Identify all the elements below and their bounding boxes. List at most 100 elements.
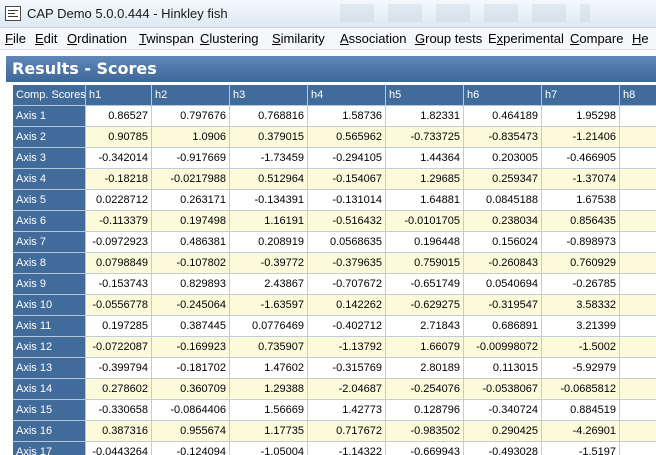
menu-similarity[interactable]: Similarity xyxy=(272,31,325,46)
score-cell[interactable]: 1.82331 xyxy=(386,106,464,127)
score-cell[interactable]: -0.983502 xyxy=(386,421,464,442)
score-cell[interactable]: -0.134391 xyxy=(230,190,308,211)
score-cell[interactable]: -0.18218 xyxy=(86,169,152,190)
menu-he[interactable]: He xyxy=(632,31,649,46)
score-cell[interactable]: -0.342014 xyxy=(86,148,152,169)
row-header-axis-11[interactable]: Axis 11 xyxy=(13,316,86,337)
menu-clustering[interactable]: Clustering xyxy=(200,31,259,46)
row-header-axis-4[interactable]: Axis 4 xyxy=(13,169,86,190)
score-cell[interactable]: -0.113379 xyxy=(86,211,152,232)
score-cell[interactable]: 0.486381 xyxy=(152,232,230,253)
score-cell[interactable]: -5.92979 xyxy=(542,358,620,379)
score-cell[interactable]: -0.315769 xyxy=(308,358,386,379)
score-cell[interactable]: 0.0776469 xyxy=(230,316,308,337)
score-cell[interactable]: -0.0217988 xyxy=(152,169,230,190)
score-cell[interactable]: 0.735907 xyxy=(230,337,308,358)
score-cell[interactable]: -4.26901 xyxy=(542,421,620,442)
menu-group-tests[interactable]: Group tests xyxy=(415,31,483,46)
score-cell[interactable]: -0.0101705 xyxy=(386,211,464,232)
score-cell[interactable]: 1.64881 xyxy=(386,190,464,211)
score-cell[interactable]: -0.0864406 xyxy=(152,400,230,421)
score-cell[interactable]: -0.0685812 xyxy=(542,379,620,400)
score-cell[interactable]: 0.90785 xyxy=(86,127,152,148)
score-cell[interactable]: 0.290425 xyxy=(464,421,542,442)
score-cell[interactable]: -0.39772 xyxy=(230,253,308,274)
score-cell[interactable]: 0.0568635 xyxy=(308,232,386,253)
menu-compare[interactable]: Compare xyxy=(570,31,624,46)
score-cell[interactable]: -0.0722087 xyxy=(86,337,152,358)
score-cell[interactable]: -1.05004 xyxy=(230,442,308,455)
row-header-axis-9[interactable]: Axis 9 xyxy=(13,274,86,295)
score-cell[interactable]: -0.379635 xyxy=(308,253,386,274)
score-cell[interactable]: 0.238034 xyxy=(464,211,542,232)
score-cell[interactable]: 0.743 xyxy=(620,337,656,358)
menu-file[interactable]: File xyxy=(5,31,26,46)
score-cell[interactable]: 1.17735 xyxy=(230,421,308,442)
score-cell[interactable]: 0.208919 xyxy=(230,232,308,253)
menu-twinspan[interactable]: Twinspan xyxy=(139,31,194,46)
score-cell[interactable]: -0.245064 xyxy=(152,295,230,316)
score-cell[interactable]: 0.982 xyxy=(620,316,656,337)
row-header-axis-13[interactable]: Axis 13 xyxy=(13,358,86,379)
score-cell[interactable]: -0.669943 xyxy=(386,442,464,455)
row-header-axis-2[interactable]: Axis 2 xyxy=(13,127,86,148)
score-cell[interactable]: -7.9967 xyxy=(620,358,656,379)
score-cell[interactable]: 0.0845188 xyxy=(464,190,542,211)
score-cell[interactable]: 2.71843 xyxy=(386,316,464,337)
score-cell[interactable]: 0.197498 xyxy=(152,211,230,232)
score-cell[interactable]: -0.399794 xyxy=(86,358,152,379)
score-cell[interactable]: -0.0538067 xyxy=(464,379,542,400)
score-cell[interactable]: 0.717672 xyxy=(308,421,386,442)
score-cell[interactable]: 0.606 xyxy=(620,421,656,442)
score-cell[interactable]: -0.340724 xyxy=(464,400,542,421)
score-cell[interactable]: -0.493028 xyxy=(464,442,542,455)
row-header-axis-10[interactable]: Axis 10 xyxy=(13,295,86,316)
row-header-axis-14[interactable]: Axis 14 xyxy=(13,379,86,400)
score-cell[interactable]: -0.319547 xyxy=(464,295,542,316)
score-cell[interactable]: -2.04687 xyxy=(308,379,386,400)
score-cell[interactable]: 0.203005 xyxy=(464,148,542,169)
score-cell[interactable]: -0.833 xyxy=(620,379,656,400)
score-cell[interactable]: 0.829893 xyxy=(152,274,230,295)
column-header-h4[interactable]: h4 xyxy=(308,85,386,106)
score-cell[interactable]: -0.181702 xyxy=(152,358,230,379)
score-cell[interactable]: 1.58736 xyxy=(308,106,386,127)
score-cell[interactable]: 0.0540694 xyxy=(464,274,542,295)
score-cell[interactable]: -0.169923 xyxy=(152,337,230,358)
row-header-axis-6[interactable]: Axis 6 xyxy=(13,211,86,232)
score-cell[interactable]: -1.5197 xyxy=(542,442,620,455)
score-cell[interactable]: 1.56669 xyxy=(230,400,308,421)
score-cell[interactable]: -0.00998072 xyxy=(464,337,542,358)
column-header-h1[interactable]: h1 xyxy=(86,85,152,106)
column-header-h5[interactable]: h5 xyxy=(386,85,464,106)
row-header-axis-3[interactable]: Axis 3 xyxy=(13,148,86,169)
score-cell[interactable]: 2.43867 xyxy=(230,274,308,295)
score-cell[interactable]: -0.402712 xyxy=(308,316,386,337)
score-cell[interactable]: 1.710 xyxy=(620,211,656,232)
score-cell[interactable]: 1.42773 xyxy=(308,400,386,421)
score-cell[interactable]: -0.651749 xyxy=(386,274,464,295)
score-cell[interactable]: -0.898973 xyxy=(542,232,620,253)
column-header-h7[interactable]: h7 xyxy=(542,85,620,106)
score-cell[interactable]: -1.80 xyxy=(620,169,656,190)
score-cell[interactable]: -1.21406 xyxy=(542,127,620,148)
score-cell[interactable]: 0.278602 xyxy=(86,379,152,400)
grid-corner-header[interactable]: Comp. Scores xyxy=(13,85,86,106)
score-cell[interactable]: 0.190 xyxy=(620,295,656,316)
menu-edit[interactable]: Edit xyxy=(35,31,58,46)
score-cell[interactable]: -1.13792 xyxy=(308,337,386,358)
score-cell[interactable]: -0.516432 xyxy=(308,211,386,232)
score-cell[interactable]: -0.294105 xyxy=(308,148,386,169)
score-cell[interactable]: -0.131014 xyxy=(308,190,386,211)
score-cell[interactable]: 0.485 xyxy=(620,232,656,253)
score-cell[interactable]: -0.707672 xyxy=(308,274,386,295)
score-cell[interactable]: 0.196448 xyxy=(386,232,464,253)
score-cell[interactable]: 0.0228712 xyxy=(86,190,152,211)
score-cell[interactable]: 0.884519 xyxy=(542,400,620,421)
score-cell[interactable]: -0.629275 xyxy=(386,295,464,316)
column-header-h3[interactable]: h3 xyxy=(230,85,308,106)
score-cell[interactable]: 3.58332 xyxy=(542,295,620,316)
score-cell[interactable]: 0.263171 xyxy=(152,190,230,211)
score-cell[interactable]: 0.955674 xyxy=(152,421,230,442)
score-cell[interactable]: 0.768816 xyxy=(230,106,308,127)
